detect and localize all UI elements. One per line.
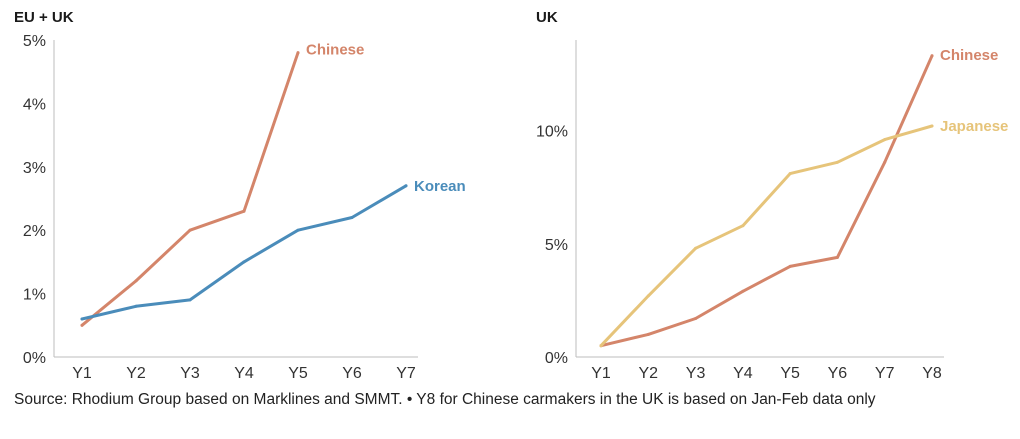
data-point-korean <box>242 260 246 264</box>
y-tick-label: 4% <box>23 96 46 113</box>
data-point-japanese <box>741 224 745 228</box>
x-tick-label: Y3 <box>686 365 706 382</box>
x-tick-label: Y3 <box>180 365 200 382</box>
data-point-korean <box>350 216 354 219</box>
x-tick-label: Y7 <box>396 365 416 382</box>
panel-eu-uk: EU + UK 0% 1% 2% 3% 4% 5% Y1 Y2 Y3 Y4 Y5 Y6 Y7 Chines… <box>14 9 466 382</box>
x-tick-label: Y4 <box>234 365 254 382</box>
series-line-korean <box>80 184 408 321</box>
x-tick-label: Y5 <box>288 365 308 382</box>
series-line-chinese <box>80 51 300 327</box>
source-note: Source: Rhodium Group based on Marklines… <box>14 391 876 408</box>
series-label-chinese: Chinese <box>306 42 364 59</box>
x-tick-label: Y6 <box>828 365 848 382</box>
data-point-japanese <box>835 160 839 164</box>
x-tick-label: Y6 <box>342 365 362 382</box>
x-tick-label: Y4 <box>733 365 753 382</box>
data-point-chinese <box>694 317 698 320</box>
panel-title: UK <box>536 9 558 26</box>
series-label-chinese: Chinese <box>940 47 998 64</box>
y-tick-label: 0% <box>23 350 46 367</box>
y-tick-label: 10% <box>536 124 568 141</box>
data-point-japanese <box>930 124 934 128</box>
series-label-korean: Korean <box>414 178 466 195</box>
series-line-chinese <box>599 54 934 348</box>
y-tick-label: 1% <box>23 287 46 304</box>
panel-uk: UK 0% 5% 10% Y1 Y2 Y3 Y4 Y5 Y6 Y7 Y8 Chinese Japanes… <box>536 9 1008 382</box>
data-point-chinese <box>242 209 246 213</box>
y-tick-label: 0% <box>545 350 568 367</box>
charts-area: EU + UK 0% 1% 2% 3% 4% 5% Y1 Y2 Y3 Y4 Y5 Y6 Y7 Chines… <box>14 9 1008 382</box>
data-point-korean <box>296 228 300 232</box>
y-tick-label: 2% <box>23 223 46 240</box>
data-point-chinese <box>188 228 192 232</box>
data-point-chinese <box>80 323 84 327</box>
data-point-japanese <box>883 138 887 142</box>
y-tick-label: 5% <box>545 237 568 254</box>
y-tick-label: 3% <box>23 160 46 177</box>
data-point-japanese <box>599 344 603 348</box>
data-point-chinese <box>296 51 300 55</box>
x-tick-label: Y1 <box>591 365 611 382</box>
x-tick-label: Y2 <box>638 365 658 382</box>
series-label-japanese: Japanese <box>940 118 1008 135</box>
data-point-japanese <box>788 172 792 176</box>
panel-title: EU + UK <box>14 9 74 26</box>
data-point-korean <box>80 317 84 321</box>
data-point-japanese <box>694 246 698 250</box>
series-line-japanese <box>599 124 934 348</box>
data-point-chinese <box>646 332 650 336</box>
y-tick-label: 5% <box>23 33 46 50</box>
x-tick-label: Y5 <box>780 365 800 382</box>
data-point-chinese <box>930 54 934 58</box>
data-point-chinese <box>883 160 887 164</box>
data-point-japanese <box>646 294 650 298</box>
data-point-korean <box>404 184 408 188</box>
data-point-chinese <box>835 255 839 259</box>
x-tick-label: Y8 <box>922 365 942 382</box>
data-point-korean <box>134 304 138 308</box>
x-tick-label: Y7 <box>875 365 895 382</box>
data-point-chinese <box>788 264 792 268</box>
data-point-korean <box>188 298 192 302</box>
data-point-chinese <box>134 279 138 283</box>
x-tick-label: Y2 <box>126 365 146 382</box>
data-point-chinese <box>741 289 745 293</box>
x-tick-label: Y1 <box>72 365 92 382</box>
